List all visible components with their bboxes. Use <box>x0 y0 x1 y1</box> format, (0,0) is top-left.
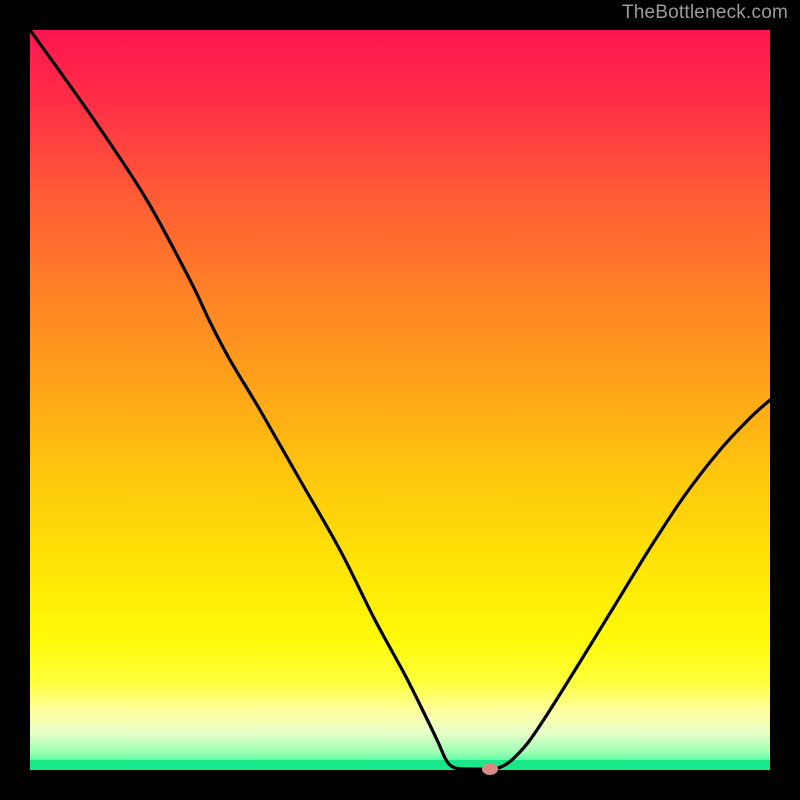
chart-plot-area <box>30 30 770 770</box>
chart-highlight-marker <box>482 763 498 775</box>
watermark-text: TheBottleneck.com <box>622 2 788 24</box>
chart-curve <box>30 30 770 770</box>
